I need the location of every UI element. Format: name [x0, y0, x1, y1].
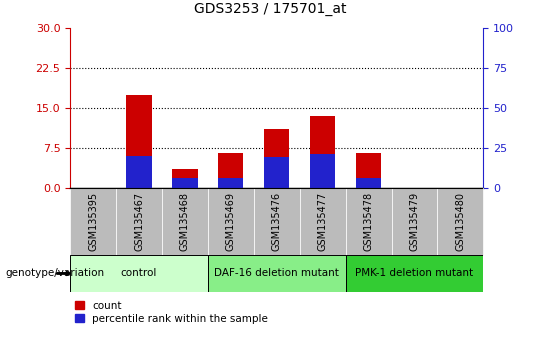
Bar: [356, 153, 381, 188]
Bar: [172, 178, 198, 188]
Bar: [264, 157, 289, 188]
FancyBboxPatch shape: [392, 188, 437, 255]
Text: GSM135479: GSM135479: [409, 192, 420, 251]
Text: GSM135476: GSM135476: [272, 192, 282, 251]
FancyBboxPatch shape: [300, 188, 346, 255]
Text: PMK-1 deletion mutant: PMK-1 deletion mutant: [355, 268, 474, 279]
Text: control: control: [121, 268, 157, 279]
FancyBboxPatch shape: [208, 188, 254, 255]
Bar: [264, 129, 289, 188]
FancyBboxPatch shape: [254, 188, 300, 255]
FancyBboxPatch shape: [162, 188, 208, 255]
Text: GSM135480: GSM135480: [455, 192, 465, 251]
FancyBboxPatch shape: [208, 255, 346, 292]
FancyBboxPatch shape: [116, 188, 162, 255]
Text: GSM135467: GSM135467: [134, 192, 144, 251]
Bar: [218, 153, 244, 188]
Text: GSM135477: GSM135477: [318, 192, 328, 251]
Text: GDS3253 / 175701_at: GDS3253 / 175701_at: [194, 2, 346, 16]
Text: GSM135478: GSM135478: [363, 192, 374, 251]
Text: GSM135469: GSM135469: [226, 192, 236, 251]
Bar: [356, 178, 381, 188]
Text: GSM135468: GSM135468: [180, 192, 190, 251]
Text: genotype/variation: genotype/variation: [5, 268, 105, 279]
Bar: [310, 116, 335, 188]
FancyBboxPatch shape: [437, 188, 483, 255]
Text: GSM135395: GSM135395: [88, 192, 98, 251]
Bar: [172, 169, 198, 188]
FancyBboxPatch shape: [70, 255, 208, 292]
Bar: [218, 178, 244, 188]
Legend: count, percentile rank within the sample: count, percentile rank within the sample: [76, 301, 268, 324]
Bar: [310, 154, 335, 188]
FancyBboxPatch shape: [346, 188, 392, 255]
FancyBboxPatch shape: [70, 188, 116, 255]
FancyBboxPatch shape: [346, 255, 483, 292]
Bar: [126, 95, 152, 188]
Text: DAF-16 deletion mutant: DAF-16 deletion mutant: [214, 268, 339, 279]
Bar: [126, 156, 152, 188]
